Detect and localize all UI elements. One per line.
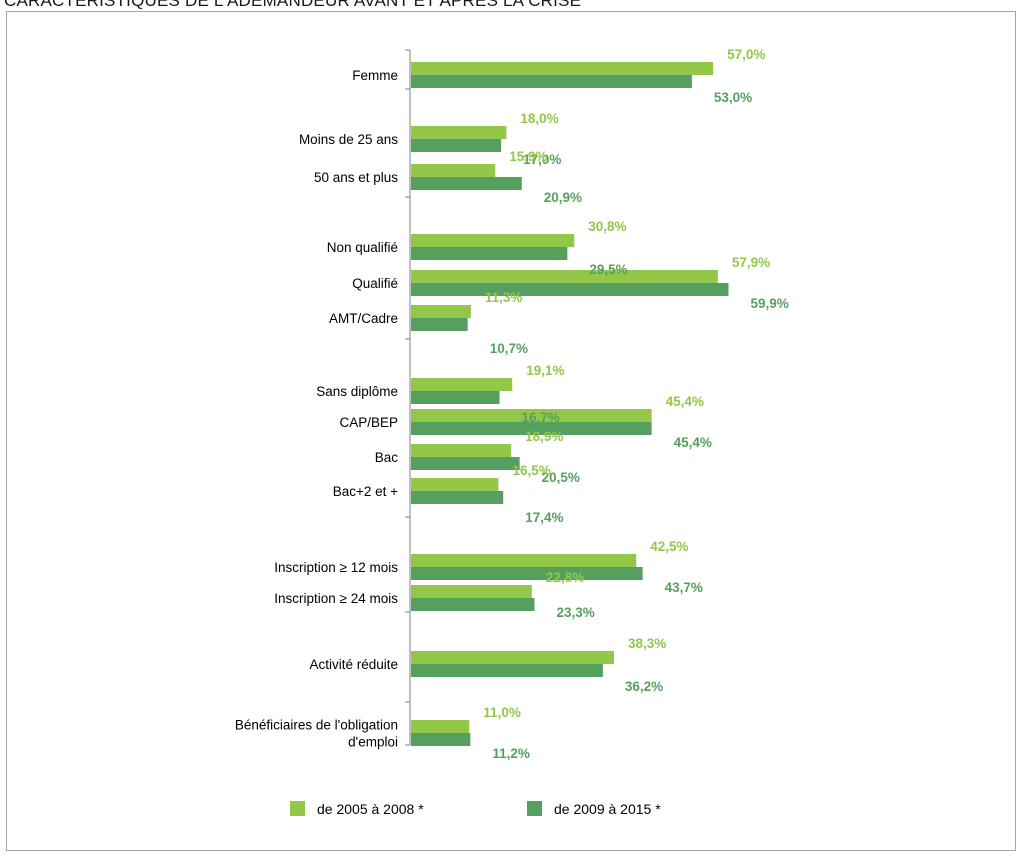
category-label: AMT/Cadre (329, 311, 398, 326)
bar-2009-2015 (411, 457, 520, 470)
category-label: Qualifié (352, 276, 398, 291)
bar-2009-2015 (411, 318, 468, 331)
bar-2005-2008 (411, 378, 513, 391)
data-label-2009-2015: 59,9% (750, 296, 788, 311)
legend-entry-2005-2008: de 2005 à 2008 * (317, 801, 424, 817)
bar-2005-2008 (411, 478, 499, 491)
bar-2009-2015 (411, 283, 729, 296)
bar-2005-2008 (411, 444, 512, 457)
legend-swatch-2009-2015 (527, 801, 542, 816)
data-label-2005-2008: 15,9% (509, 149, 547, 164)
bar-2005-2008 (411, 585, 532, 598)
bar-2005-2008 (411, 651, 614, 664)
bar-2005-2008 (411, 409, 652, 422)
data-label-2005-2008: 16,5% (512, 463, 550, 478)
data-label-2009-2015: 45,4% (674, 435, 712, 450)
page-title: CARACTÉRISTIQUES DE L'ADEMANDEUR AVANT E… (4, 0, 582, 10)
category-label: Bac+2 et + (333, 484, 398, 499)
bar-2005-2008 (411, 234, 575, 247)
category-label: Inscription ≥ 12 mois (274, 560, 398, 575)
bar-2009-2015 (411, 664, 603, 677)
legend-swatch-2005-2008 (290, 801, 305, 816)
data-label-2005-2008: 18,0% (520, 111, 558, 126)
data-label-2009-2015: 17,0% (523, 152, 561, 167)
category-label: Bac (375, 450, 399, 465)
data-label-2005-2008: 30,8% (588, 219, 626, 234)
bars (411, 62, 729, 746)
bar-2009-2015 (411, 75, 692, 88)
bar-2005-2008 (411, 554, 637, 567)
bar-2009-2015 (411, 733, 471, 746)
data-label-2009-2015: 10,7% (490, 341, 528, 356)
legend: de 2005 à 2008 * de 2009 à 2015 * (290, 801, 661, 817)
data-label-2005-2008: 42,5% (650, 539, 688, 554)
bar-2009-2015 (411, 598, 535, 611)
bar-2009-2015 (411, 391, 500, 404)
category-label: Femme (352, 68, 398, 83)
category-label: d'emploi (348, 735, 398, 750)
bar-2009-2015 (411, 139, 502, 152)
category-label: Bénéficiaires de l'obligation (235, 718, 398, 733)
bar-chart: Femme Moins de 25 ans 50 ans et plus Non qu… (235, 47, 789, 817)
data-label-2005-2008: 57,9% (732, 255, 770, 270)
value-labels: 57,0% 53,0% 18,0% 17,0%15,9% 20,9% 30,8% 29,5%… (483, 47, 788, 761)
chart-frame: Femme Moins de 25 ans 50 ans et plus Non qu… (6, 11, 1016, 851)
bar-2009-2015 (411, 177, 522, 190)
category-axis (405, 49, 411, 746)
data-label-2009-2015: 11,2% (492, 746, 530, 761)
category-label: Moins de 25 ans (299, 132, 398, 147)
data-label-2009-2015: 16,7% (522, 410, 560, 425)
category-label: Activité réduite (309, 657, 398, 672)
data-label-2005-2008: 38,3% (628, 636, 666, 651)
bar-2005-2008 (411, 126, 507, 139)
bar-2005-2008 (411, 305, 471, 318)
bar-2005-2008 (411, 720, 470, 733)
data-label-2009-2015: 53,0% (714, 90, 752, 105)
data-label-2005-2008: 19,1% (526, 363, 564, 378)
data-label-2009-2015: 23,3% (556, 605, 594, 620)
data-label-2005-2008: 22,8% (546, 570, 584, 585)
data-label-2005-2008: 57,0% (727, 47, 765, 62)
category-label: Sans diplôme (316, 384, 398, 399)
category-label: CAP/BEP (339, 415, 398, 430)
category-labels: Femme Moins de 25 ans 50 ans et plus Non qu… (235, 68, 398, 750)
data-label-2009-2015: 43,7% (665, 580, 703, 595)
bar-2009-2015 (411, 422, 652, 435)
bar-2009-2015 (411, 567, 643, 580)
data-label-2009-2015: 20,9% (544, 190, 582, 205)
bar-2005-2008 (411, 62, 714, 75)
data-label-2009-2015: 36,2% (625, 679, 663, 694)
bar-2005-2008 (411, 270, 718, 283)
bar-2005-2008 (411, 164, 496, 177)
category-label: 50 ans et plus (314, 170, 398, 185)
bar-2009-2015 (411, 491, 504, 504)
data-label-2005-2008: 11,0% (483, 705, 521, 720)
data-label-2005-2008: 45,4% (666, 394, 704, 409)
data-label-2005-2008: 11,3% (485, 290, 523, 305)
data-label-2009-2015: 17,4% (525, 510, 563, 525)
category-label: Inscription ≥ 24 mois (274, 591, 398, 606)
legend-entry-2009-2015: de 2009 à 2015 * (554, 801, 661, 817)
data-label-2009-2015: 29,5% (589, 262, 627, 277)
data-label-2005-2008: 18,9% (525, 429, 563, 444)
category-label: Non qualifié (327, 240, 398, 255)
data-label-2009-2015: 20,5% (542, 470, 580, 485)
bar-2009-2015 (411, 247, 568, 260)
